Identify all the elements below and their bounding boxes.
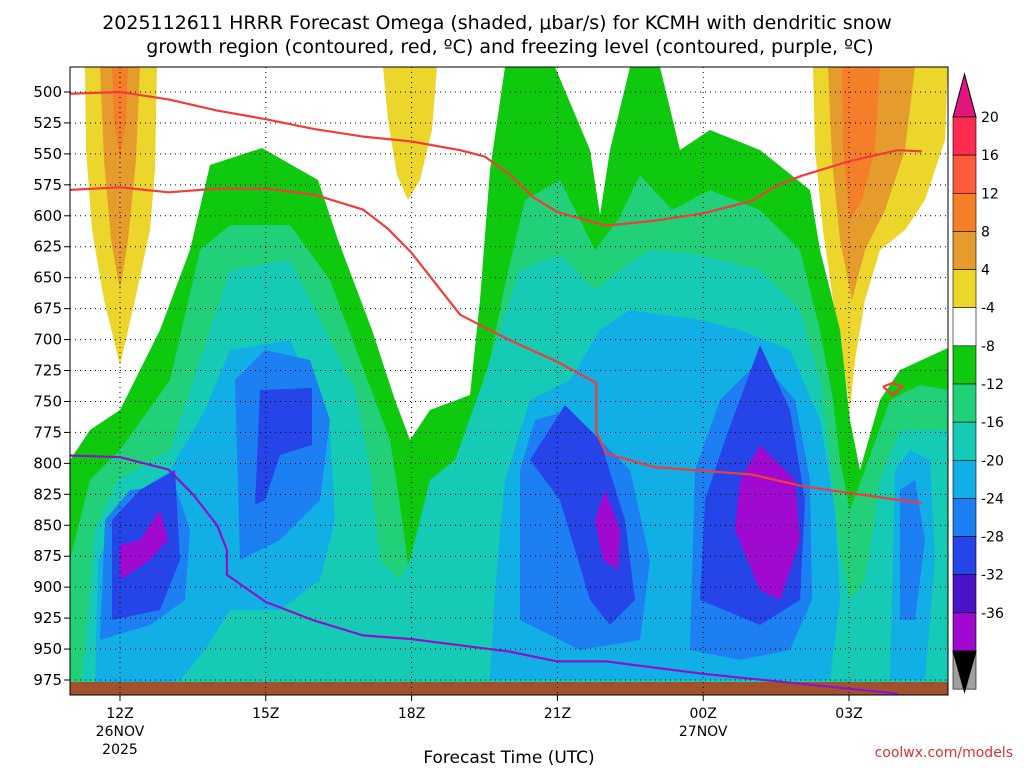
omega-positive-left-core bbox=[112, 67, 128, 160]
x-tick-label: 18Z bbox=[398, 706, 425, 722]
contour-line-1 bbox=[70, 186, 923, 505]
y-tick-label: 900 bbox=[33, 578, 62, 596]
chart-title-line-1: 2025112611 HRRR Forecast Omega (shaded, … bbox=[102, 12, 892, 34]
pressure-axis: 500 525 550 575 600 625 650 675 700 725 750 775 800 8… bbox=[33, 83, 70, 689]
colorbar-segment bbox=[952, 116, 977, 156]
y-tick-label: 775 bbox=[33, 423, 62, 441]
colorbar-segment bbox=[952, 383, 977, 423]
contour-line-3 bbox=[882, 381, 904, 397]
omega-positive-right-core bbox=[842, 67, 880, 220]
colorbar-bottom-arrow bbox=[952, 650, 977, 694]
y-tick-label: 700 bbox=[33, 331, 62, 349]
colorbar-tick-label: 4 bbox=[981, 263, 990, 279]
chart-title-line-2: growth region (contoured, red, ºC) and f… bbox=[146, 36, 873, 58]
time-axis: 12Z 26NOV 2025 15Z 18Z 21Z 00Z 27NOV 03Z bbox=[96, 695, 863, 758]
omega-negative-28 bbox=[112, 345, 805, 625]
y-tick-label: 800 bbox=[33, 454, 62, 472]
colorbar: 20 16 12 8 4 -4 -8 -12 -16 -20 -24 -28 -32 -36 bbox=[952, 72, 1004, 694]
colorbar-segment bbox=[952, 612, 977, 652]
omega-positive-mid bbox=[383, 67, 437, 200]
credit-text: coolwx.com/models bbox=[875, 745, 1013, 761]
colorbar-segment bbox=[952, 154, 977, 194]
y-tick-label: 950 bbox=[33, 640, 62, 658]
colorbar-segment bbox=[952, 269, 977, 309]
y-tick-label: 750 bbox=[33, 392, 62, 410]
ground-surface bbox=[70, 682, 948, 695]
y-tick-label: 550 bbox=[33, 145, 62, 163]
y-tick-label: 500 bbox=[33, 83, 62, 101]
colorbar-tick-label: -12 bbox=[981, 377, 1004, 393]
plot-frame bbox=[69, 66, 949, 696]
y-tick-label: 875 bbox=[33, 547, 62, 565]
x-tick-label: 00Z bbox=[689, 706, 716, 722]
x-tick-date-label: 26NOV bbox=[96, 724, 145, 740]
omega-shading bbox=[70, 67, 948, 695]
y-tick-label: 525 bbox=[33, 114, 62, 132]
y-tick-label: 675 bbox=[33, 300, 62, 318]
contour-line-0 bbox=[70, 90, 922, 227]
y-tick-label: 600 bbox=[33, 207, 62, 225]
colorbar-segment bbox=[952, 192, 977, 232]
contour-lines bbox=[70, 90, 923, 695]
colorbar-tick-label: -24 bbox=[981, 491, 1004, 507]
x-tick-label: 12Z bbox=[106, 706, 133, 722]
colorbar-tick-label: -4 bbox=[981, 301, 995, 317]
colorbar-segment bbox=[952, 574, 977, 614]
x-tick-year-label: 2025 bbox=[102, 742, 138, 758]
colorbar-tick-label: -16 bbox=[981, 415, 1004, 431]
x-tick-label: 21Z bbox=[544, 706, 571, 722]
contour-line-2 bbox=[70, 454, 898, 695]
colorbar-segment bbox=[952, 498, 977, 537]
colorbar-segment bbox=[952, 536, 977, 576]
colorbar-tick-label: -20 bbox=[981, 453, 1004, 469]
y-tick-label: 975 bbox=[33, 671, 62, 689]
y-tick-label: 850 bbox=[33, 516, 62, 534]
y-tick-label: 825 bbox=[33, 485, 62, 503]
colorbar-tick-label: 16 bbox=[981, 148, 999, 164]
colorbar-segment bbox=[952, 231, 977, 270]
colorbar-segment bbox=[952, 421, 977, 461]
y-tick-label: 725 bbox=[33, 362, 62, 380]
y-tick-label: 575 bbox=[33, 176, 62, 194]
colorbar-tick-label: 8 bbox=[981, 224, 990, 240]
colorbar-segment bbox=[952, 459, 977, 499]
y-tick-label: 650 bbox=[33, 269, 62, 287]
x-tick-label: 03Z bbox=[835, 706, 862, 722]
colorbar-tick-label: -36 bbox=[981, 606, 1004, 622]
colorbar-segment bbox=[952, 307, 977, 347]
colorbar-tick-label: -28 bbox=[981, 530, 1004, 546]
y-tick-label: 625 bbox=[33, 238, 62, 256]
colorbar-tick-label: 12 bbox=[981, 186, 999, 202]
x-tick-date-label: 27NOV bbox=[679, 724, 728, 740]
plot-area bbox=[70, 67, 948, 695]
x-axis-label: Forecast Time (UTC) bbox=[423, 748, 594, 768]
x-tick-label: 15Z bbox=[252, 706, 279, 722]
colorbar-tick-label: -32 bbox=[981, 568, 1004, 584]
colorbar-tick-label: -8 bbox=[981, 339, 995, 355]
colorbar-segment bbox=[952, 345, 977, 385]
colorbar-tick-label: 20 bbox=[981, 110, 999, 126]
colorbar-top-arrow bbox=[952, 72, 977, 118]
y-tick-label: 925 bbox=[33, 609, 62, 627]
